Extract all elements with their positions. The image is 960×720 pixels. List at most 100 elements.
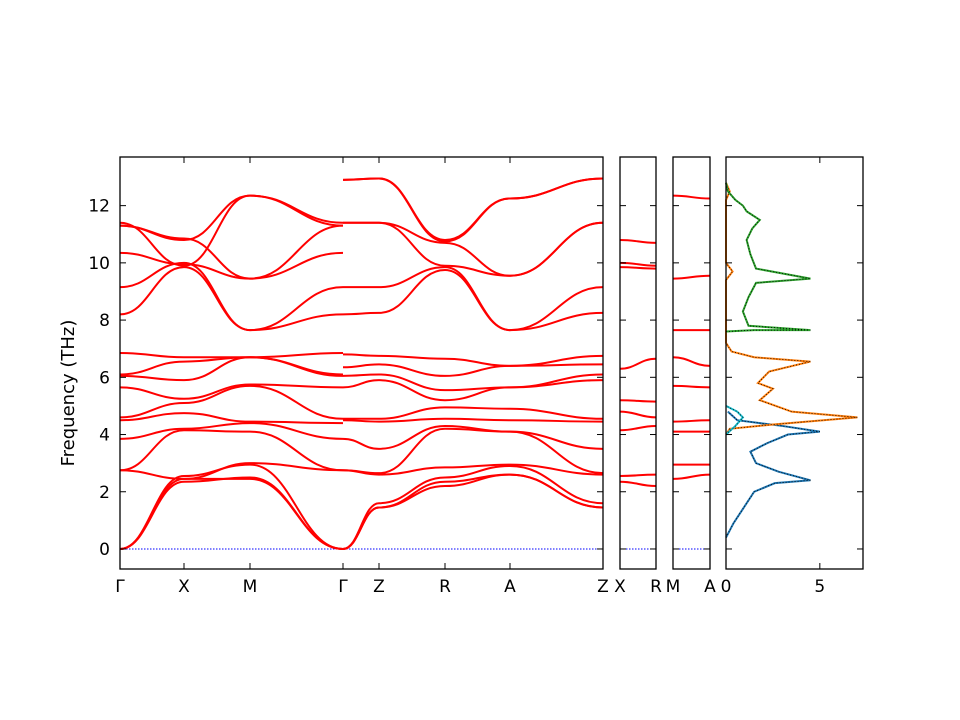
band-line	[119, 224, 185, 241]
band-line	[619, 238, 657, 244]
band-line	[509, 373, 604, 389]
x-tick-label: Γ	[338, 577, 348, 597]
x-tick-label: M	[666, 577, 681, 597]
band-line	[672, 356, 711, 367]
band-line	[444, 463, 511, 469]
band-line	[444, 417, 511, 422]
dos-total-curve	[725, 182, 811, 332]
band-line	[378, 221, 446, 244]
y-tick-label: 8	[99, 311, 110, 331]
band-line	[444, 241, 511, 277]
band-line	[444, 364, 511, 377]
y-ticks	[726, 205, 863, 550]
x-tick-label: 0	[721, 577, 732, 597]
band-line	[342, 353, 380, 357]
panel-frame	[619, 156, 657, 570]
band-line	[119, 427, 185, 440]
band-line	[183, 237, 251, 280]
band-line	[444, 266, 511, 332]
band-line	[378, 363, 446, 377]
x-tick-label: X	[614, 577, 626, 597]
band-line	[119, 374, 185, 382]
x-tick-label: R	[650, 577, 662, 597]
band-line	[119, 469, 185, 480]
band-structure-panel-main: 0 2 4 6 8 10 12 Γ X M Γ Z R A Z	[88, 156, 609, 597]
band-line	[119, 351, 185, 359]
band-line	[509, 463, 604, 476]
band-line	[249, 351, 344, 359]
dos-total-curve	[725, 182, 858, 435]
band-line	[378, 480, 446, 509]
x-tick-label: Z	[373, 577, 385, 597]
band-line	[119, 475, 185, 550]
band-line	[509, 473, 604, 509]
x-tick-label: A	[704, 577, 716, 597]
band-line	[509, 354, 604, 367]
y-tick-label: 2	[99, 483, 110, 503]
band-line	[378, 379, 446, 402]
band-line	[249, 286, 344, 332]
dos-curves	[725, 182, 858, 538]
band-line	[378, 373, 446, 392]
band-line	[672, 473, 711, 480]
y-tick-label: 6	[99, 368, 110, 388]
band-line	[444, 386, 511, 392]
band-line	[619, 357, 657, 370]
y-tick-label: 4	[99, 426, 110, 446]
band-line	[444, 473, 511, 483]
band-line	[119, 360, 185, 376]
band-line	[119, 251, 185, 266]
phonon-bands	[672, 194, 711, 480]
panel-frame	[672, 156, 711, 570]
band-line	[183, 422, 251, 430]
y-ticks	[620, 205, 656, 550]
band-line	[444, 465, 511, 479]
band-line	[378, 476, 446, 505]
band-line	[183, 462, 251, 480]
y-ticks: 0 2 4 6 8 10 12	[88, 197, 603, 560]
band-line	[249, 383, 344, 389]
dos-total-curve	[725, 405, 744, 435]
band-line	[672, 274, 711, 280]
band-line	[342, 363, 380, 369]
band-line	[378, 406, 446, 420]
band-line	[378, 354, 446, 360]
band-line	[119, 402, 185, 419]
phonon-bands	[119, 177, 604, 550]
band-line	[119, 261, 185, 289]
band-line	[249, 422, 344, 440]
band-line	[444, 357, 511, 367]
band-line	[619, 399, 657, 403]
y-tick-label: 12	[88, 197, 110, 217]
dos-curve	[725, 182, 811, 333]
high-symmetry-lines	[183, 157, 511, 569]
band-line	[619, 410, 657, 419]
x-tick-label: Γ	[115, 577, 125, 597]
band-line	[509, 221, 604, 277]
band-line	[249, 463, 344, 550]
band-line	[183, 429, 251, 433]
band-line	[378, 221, 446, 267]
dos-curve	[725, 410, 820, 538]
band-line	[342, 502, 380, 550]
band-line	[509, 465, 604, 505]
band-line	[672, 384, 711, 389]
band-line	[249, 224, 344, 280]
band-line	[509, 407, 604, 420]
band-line	[342, 379, 380, 389]
band-line	[119, 429, 185, 472]
y-tick-label: 0	[99, 540, 110, 560]
band-line	[342, 419, 380, 423]
band-line	[619, 473, 657, 478]
band-line	[119, 386, 185, 400]
band-line	[342, 437, 380, 450]
band-line	[378, 427, 446, 475]
x-tick-label: M	[243, 577, 258, 597]
y-ticks	[673, 205, 710, 550]
band-line	[342, 373, 380, 377]
